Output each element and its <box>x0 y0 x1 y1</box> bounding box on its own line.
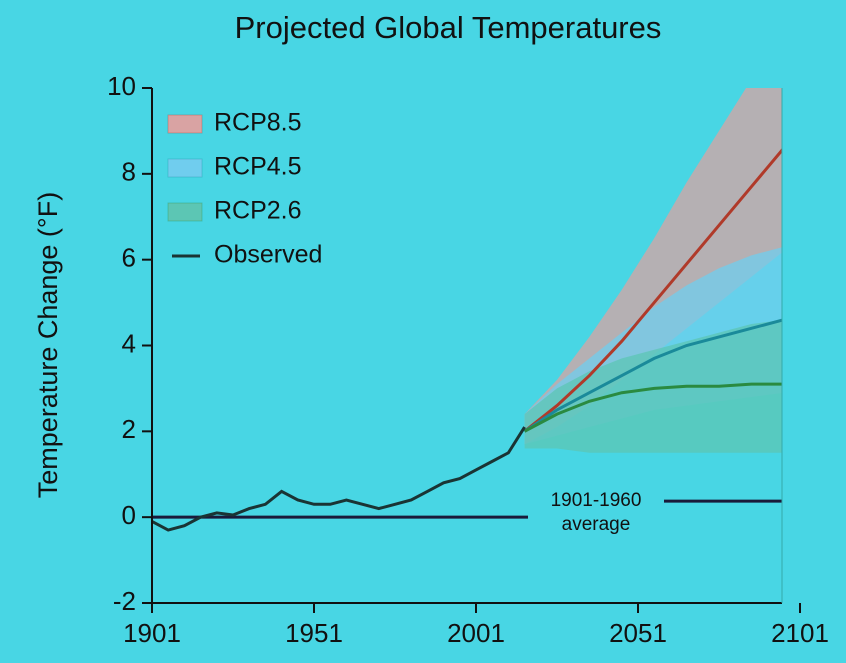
legend-swatch <box>167 202 203 222</box>
legend-swatch <box>167 114 203 134</box>
series-line <box>523 382 782 433</box>
y-tick-label: -2 <box>113 586 136 616</box>
legend-label: RCP8.5 <box>214 109 302 137</box>
y-tick-label: 2 <box>122 414 136 444</box>
legend-label: Observed <box>214 241 322 269</box>
x-tick-label: 2001 <box>447 618 505 648</box>
chart-title: Projected Global Temperatures <box>235 10 662 45</box>
x-tick-label: 1901 <box>123 618 181 648</box>
y-axis-label: Temperature Change (°F) <box>33 192 63 498</box>
series-line <box>523 147 782 433</box>
x-tick-label: 1951 <box>285 618 343 648</box>
plot-area <box>152 88 782 532</box>
x-tick-label: 2101 <box>771 618 829 648</box>
legend-label: RCP2.6 <box>214 197 302 225</box>
y-tick-label: 10 <box>107 71 136 101</box>
series-line <box>523 318 782 433</box>
y-tick-label: 6 <box>122 243 136 273</box>
annotation: average <box>562 514 631 535</box>
y-tick-label: 4 <box>122 328 136 358</box>
y-tick-label: 0 <box>122 500 136 530</box>
legend-label: RCP4.5 <box>214 153 302 181</box>
annotation: 1901-1960 <box>551 490 642 511</box>
y-tick-label: 8 <box>122 157 136 187</box>
x-tick-label: 2051 <box>609 618 667 648</box>
range-band <box>524 319 782 453</box>
series-line <box>152 426 526 532</box>
legend-swatch <box>167 158 203 178</box>
range-band <box>524 88 782 445</box>
